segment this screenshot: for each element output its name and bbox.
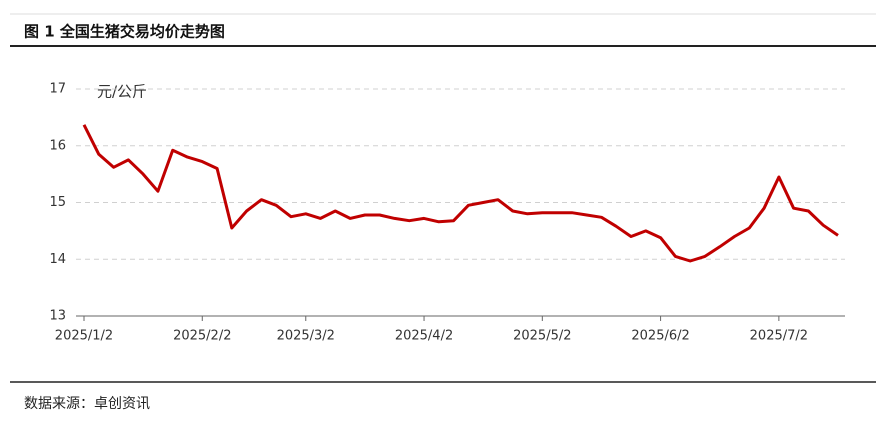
x-tick-label: 2025/6/2 — [631, 329, 689, 344]
x-tick-label: 2025/3/2 — [277, 329, 335, 344]
x-tick-label: 2025/5/2 — [513, 329, 571, 344]
y-tick-label: 15 — [49, 195, 66, 210]
x-tick-label: 2025/1/2 — [55, 329, 113, 344]
source: 数据来源：卓创资讯 — [24, 396, 150, 412]
y-axis-label: 元/公斤 — [97, 83, 147, 101]
line-series — [82, 124, 839, 263]
x-tick-label: 2025/2/2 — [173, 329, 231, 344]
y-tick-label: 16 — [49, 138, 66, 153]
y-tick-label: 13 — [49, 309, 66, 324]
y-tick-label: 17 — [49, 82, 66, 97]
x-tick-label: 2025/7/2 — [750, 329, 808, 344]
y-tick-label: 14 — [49, 252, 66, 267]
chart-title: 图 1 全国生猪交易均价走势图 — [24, 23, 225, 41]
x-tick-label: 2025/4/2 — [395, 329, 453, 344]
